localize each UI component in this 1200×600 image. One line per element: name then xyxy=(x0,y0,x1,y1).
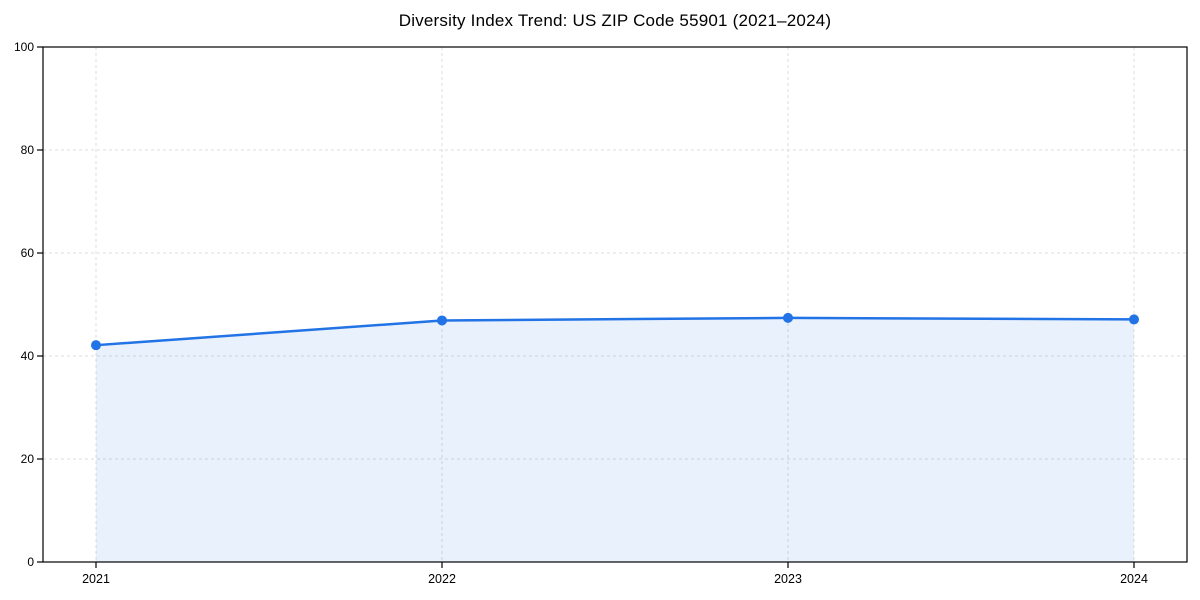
y-tick-label: 20 xyxy=(21,452,35,466)
data-point-2021 xyxy=(91,340,101,351)
x-tick-label: 2021 xyxy=(82,572,110,586)
y-tick-label: 80 xyxy=(21,143,35,157)
x-tick-label: 2022 xyxy=(428,572,456,586)
plot-frame xyxy=(42,46,1188,563)
data-point-2022 xyxy=(437,315,447,326)
trend-line xyxy=(94,316,1136,347)
x-tick-label: 2024 xyxy=(1120,572,1148,586)
y-tick-label: 0 xyxy=(27,555,34,569)
y-tick-label: 60 xyxy=(21,246,35,260)
data-point-2024 xyxy=(1129,314,1139,325)
area-fill xyxy=(96,317,1134,562)
x-tick-label: 2023 xyxy=(774,572,802,586)
chart-title: Diversity Index Trend: US ZIP Code 55901… xyxy=(398,11,832,30)
data-point-2023 xyxy=(783,312,793,323)
y-tick-label: 40 xyxy=(21,349,35,363)
y-tick-label: 100 xyxy=(14,40,34,54)
